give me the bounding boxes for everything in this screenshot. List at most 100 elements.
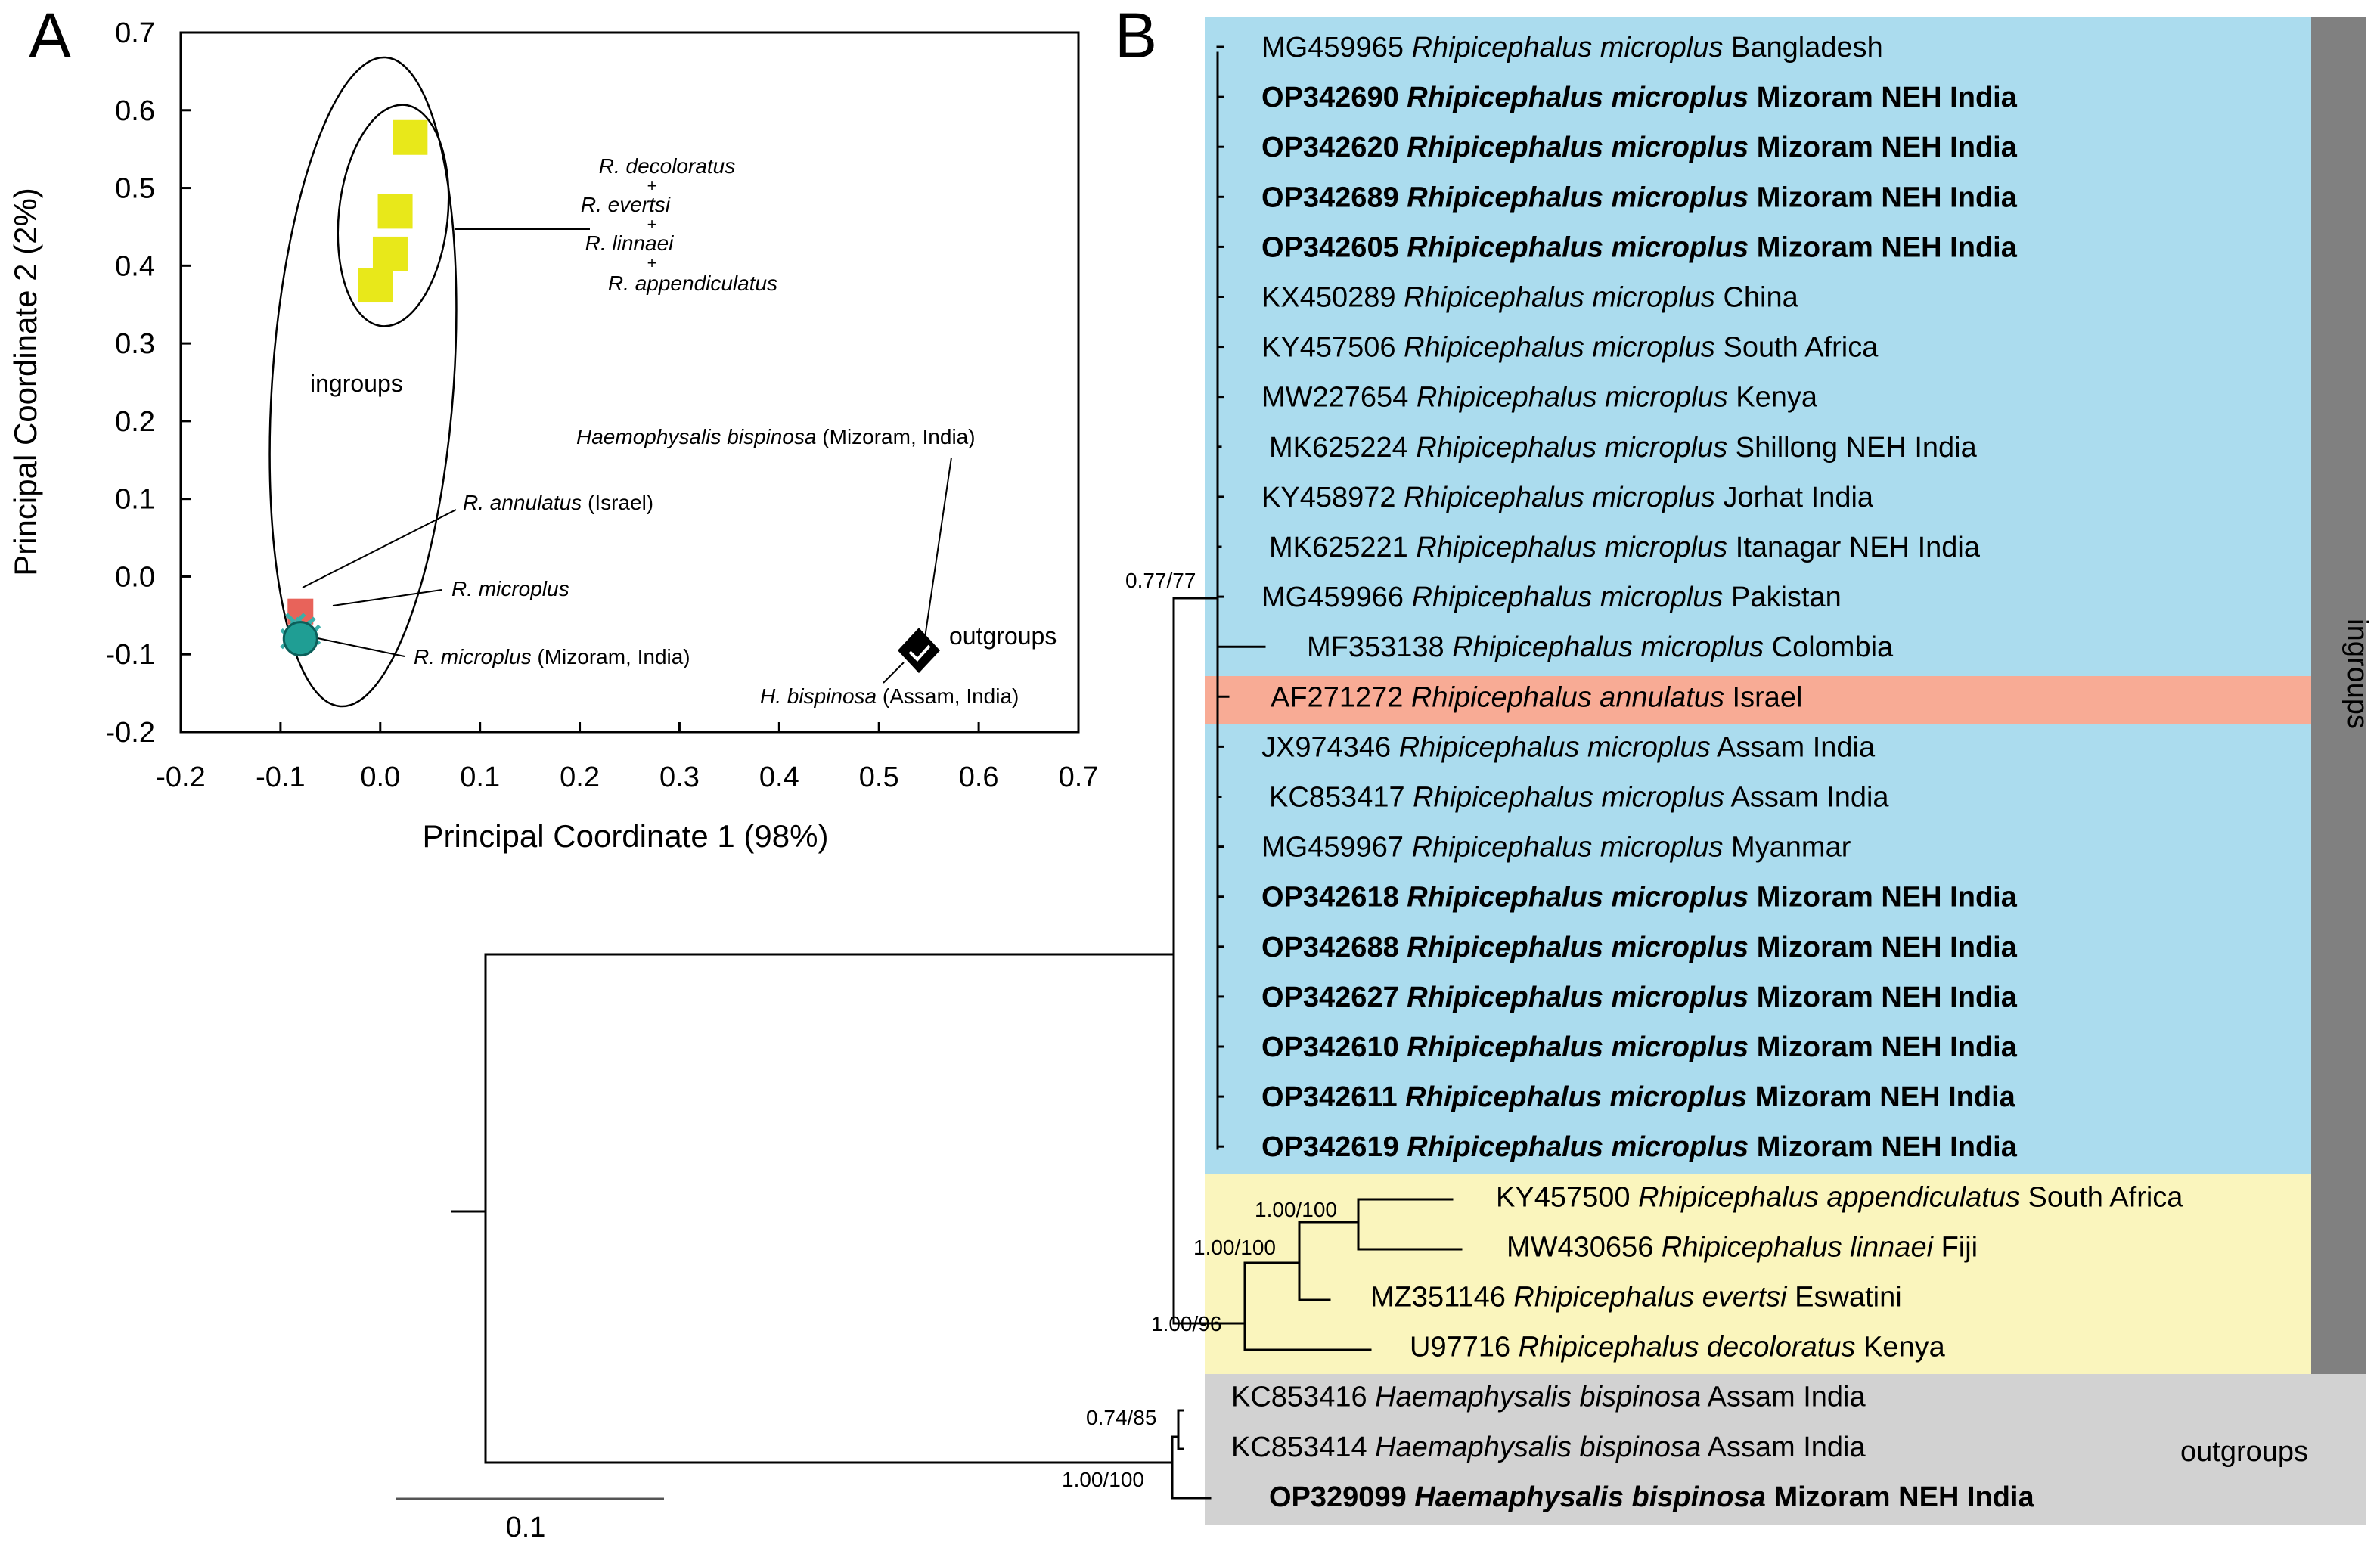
taxon-accession: OP342620	[1261, 132, 1407, 163]
taxon-species: Rhipicephalus microplus	[1417, 382, 1728, 414]
taxon-location: Mizoram NEH India	[1747, 1081, 2016, 1113]
x-tick-label: 0.4	[759, 762, 799, 793]
y-tick-label: 0.5	[115, 173, 155, 205]
y-tick-label: -0.1	[106, 639, 155, 671]
x-tick-label: 0.5	[859, 762, 899, 793]
taxon-accession: MW227654	[1261, 382, 1417, 414]
taxon-accession: MF353138	[1307, 631, 1452, 663]
taxon-label: MW430656 Rhipicephalus linnaei Fiji	[1507, 1231, 1978, 1263]
taxon-location: Mizoram NEH India	[1766, 1481, 2035, 1513]
leader-line-haemaphysalis-mizoram	[924, 457, 952, 638]
taxon-species: Rhipicephalus microplus	[1404, 332, 1715, 364]
y-tick-label: -0.2	[106, 717, 155, 749]
taxon-accession: KC853416	[1231, 1382, 1375, 1413]
annotation-appendiculatus: R. appendiculatus	[608, 271, 777, 295]
taxon-species: Rhipicephalus microplus	[1413, 782, 1724, 814]
taxon-label: KY457506 Rhipicephalus microplus South A…	[1261, 332, 1879, 364]
ingroups-side-bar	[2311, 17, 2366, 1374]
taxon-species: Haemaphysalis bispinosa	[1375, 1432, 1701, 1463]
taxon-location: Shillong NEH India	[1727, 432, 1977, 464]
tree-branches	[451, 45, 1463, 1500]
outgroup-background	[1205, 1374, 2366, 1525]
y-tick-label: 0.3	[115, 328, 155, 360]
taxon-location: Mizoram NEH India	[1749, 132, 2018, 163]
leader-line-microplus-mizoram	[317, 637, 405, 657]
ingroups-ellipse	[268, 56, 458, 708]
taxon-location: Mizoram NEH India	[1749, 231, 2018, 263]
taxon-accession: OP342690	[1261, 82, 1407, 113]
scatter-point-square	[377, 194, 413, 229]
taxon-accession: OP342611	[1261, 1081, 1405, 1113]
support-values: 0.77/77 1.00/100 1.00/100 1.00/96 0.74/8…	[1062, 569, 1337, 1491]
taxon-species: Rhipicephalus microplus	[1407, 82, 1749, 113]
panel-b-letter: B	[1115, 0, 1157, 71]
y-tick-label: 0.0	[115, 561, 155, 593]
scatter-point-square	[358, 268, 393, 303]
taxon-accession: MK625224	[1269, 432, 1416, 464]
annotation-part: H. bispinosa	[760, 684, 877, 708]
taxon-location: Mizoram NEH India	[1749, 1031, 2018, 1063]
plot-frame	[179, 31, 1080, 734]
taxon-species: Rhipicephalus microplus	[1407, 882, 1749, 914]
ingroup-background	[1205, 17, 2311, 1174]
y-tick-label: 0.6	[115, 95, 155, 127]
annotation-part: R. microplus	[451, 577, 569, 600]
x-tick-label: -0.2	[156, 762, 205, 793]
taxon-accession: OP342627	[1261, 982, 1407, 1013]
taxon-location: Eswatini	[1787, 1282, 1902, 1314]
taxon-accession: OP342605	[1261, 231, 1407, 263]
taxon-label: KC853414 Haemaphysalis bispinosa Assam I…	[1231, 1432, 1866, 1463]
taxon-label: OP342627 Rhipicephalus microplus Mizoram…	[1261, 982, 2018, 1013]
taxon-location: Mizoram NEH India	[1749, 82, 2018, 113]
x-tick-label: 0.7	[1059, 762, 1099, 793]
taxon-label: MG459966 Rhipicephalus microplus Pakista…	[1261, 582, 1842, 613]
taxon-species: Rhipicephalus microplus	[1416, 532, 1727, 563]
support-value: 0.77/77	[1125, 569, 1196, 592]
taxon-species: Rhipicephalus microplus	[1407, 181, 1749, 213]
ingroups-label-a: ingroups	[310, 370, 403, 397]
annotation-bispinosa-assam: H. bispinosa (Assam, India)	[760, 684, 1019, 708]
annotation-microplus: R. microplus	[451, 577, 569, 600]
annotation-part: (Mizoram, India)	[532, 645, 690, 668]
taxon-species: Rhipicephalus annulatus	[1411, 681, 1724, 713]
taxon-label: MZ351146 Rhipicephalus evertsi Eswatini	[1370, 1282, 1902, 1314]
x-tick-label: 0.3	[659, 762, 700, 793]
annotation-decoloratus: R. decoloratus	[599, 154, 736, 178]
taxon-location: Kenya	[1728, 382, 1818, 414]
taxon-label: KC853417 Rhipicephalus microplus Assam I…	[1269, 782, 1889, 814]
taxon-location: Assam India	[1701, 1432, 1866, 1463]
taxon-accession: OP342618	[1261, 882, 1407, 914]
taxon-species: Rhipicephalus microplus	[1404, 282, 1715, 314]
taxon-species: Rhipicephalus microplus	[1407, 231, 1749, 263]
pcoa-axes: -0.2 -0.1 0.0 0.1 0.2 0.3 0.4 0.5 0.6 0.7 -0.2 -0.1…	[106, 17, 1099, 793]
taxon-species: Rhipicephalus microplus	[1412, 32, 1724, 64]
annotation-plus-1: +	[647, 176, 657, 195]
taxon-label: OP342611 Rhipicephalus microplus Mizoram…	[1261, 1081, 2016, 1113]
annotation-part: R. microplus	[414, 645, 532, 668]
taxon-accession: KX450289	[1261, 282, 1404, 314]
taxon-accession: MG459966	[1261, 582, 1412, 613]
annotation-part: (Israel)	[582, 491, 653, 514]
taxon-location: Mizoram NEH India	[1749, 181, 2018, 213]
taxon-location: Kenya	[1855, 1332, 1945, 1363]
taxon-label: OP342689 Rhipicephalus microplus Mizoram…	[1261, 181, 2018, 213]
support-value: 1.00/100	[1062, 1468, 1144, 1491]
taxon-species: Rhipicephalus microplus	[1399, 731, 1711, 763]
taxon-location: Assam India	[1711, 731, 1876, 763]
taxon-species: Rhipicephalus microplus	[1412, 582, 1724, 613]
annulatus-background	[1205, 676, 2311, 724]
taxon-label: OP342688 Rhipicephalus microplus Mizoram…	[1261, 932, 2018, 963]
taxon-location: Mizoram NEH India	[1749, 932, 2018, 963]
taxon-accession: MW430656	[1507, 1231, 1662, 1263]
ingroup-tips	[1216, 45, 1266, 1148]
annotation-plus-3: +	[647, 253, 657, 272]
taxon-accession: OP329099	[1269, 1481, 1414, 1513]
taxon-label: KY458972 Rhipicephalus microplus Jorhat …	[1261, 482, 1874, 513]
taxon-accession: MG459965	[1261, 32, 1412, 64]
taxon-label: MK625221 Rhipicephalus microplus Itanaga…	[1269, 532, 1981, 563]
support-value: 1.00/100	[1193, 1236, 1276, 1259]
taxon-label: MG459965 Rhipicephalus microplus Banglad…	[1261, 32, 1883, 64]
outgroups-label-a: outgroups	[949, 622, 1057, 650]
taxon-label: OP342618 Rhipicephalus microplus Mizoram…	[1261, 882, 2018, 914]
taxon-species: Rhipicephalus microplus	[1452, 631, 1764, 663]
